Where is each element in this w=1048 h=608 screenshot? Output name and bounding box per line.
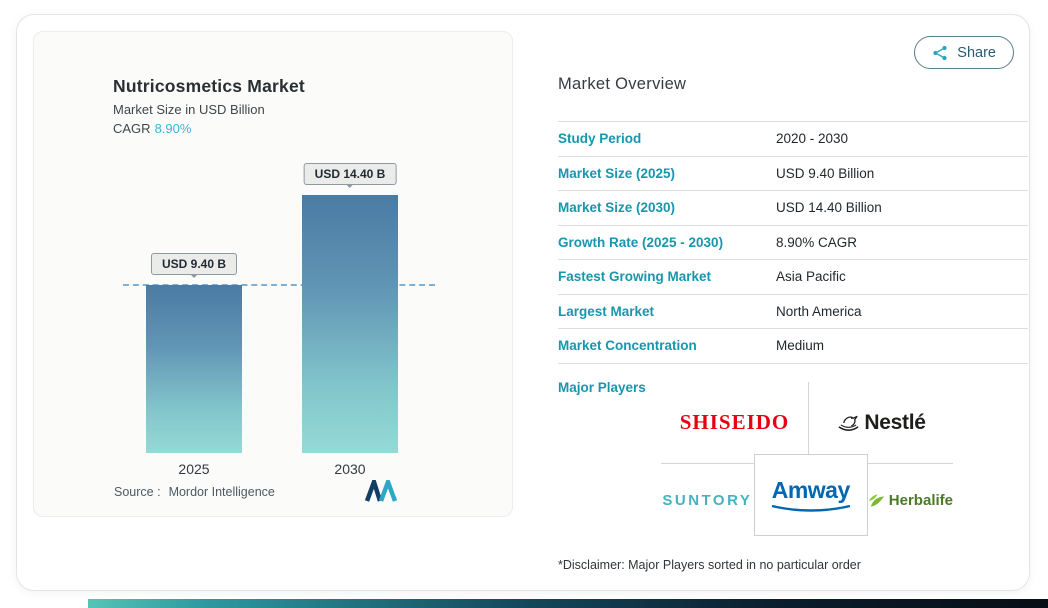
shiseido-wordmark: SHISEIDO [679, 410, 790, 434]
share-button[interactable]: Share [914, 36, 1014, 69]
disclaimer-text: *Disclaimer: Major Players sorted in no … [558, 558, 861, 572]
logo-suntory: SUNTORY [661, 464, 754, 536]
nestle-birds-icon [838, 415, 859, 431]
row-value: 8.90% CAGR [776, 234, 858, 250]
suntory-wordmark: SUNTORY [662, 491, 753, 509]
overview-table: Study Period 2020 - 2030 Market Size (20… [558, 121, 1028, 364]
source-name: Mordor Intelligence [168, 485, 275, 499]
report-card: Nutricosmetics Market Market Size in USD… [16, 14, 1030, 591]
amway-wordmark: Amway [771, 477, 851, 503]
row-value: Medium [776, 338, 825, 354]
row-label: Study Period [558, 131, 642, 147]
bar-value-label: USD 14.40 B [303, 163, 397, 188]
logo-herbalife: Herbalife [868, 464, 953, 536]
x-axis-label: 2025 [178, 461, 210, 477]
cagr-value: 8.90% [154, 121, 192, 136]
nestle-wordmark: Nestlé [864, 410, 926, 434]
logo-shiseido: SHISEIDO [661, 382, 809, 463]
chart-bar-2030: USD 14.40 B 2030 [302, 163, 398, 477]
chart-header: Nutricosmetics Market Market Size in USD… [113, 76, 305, 136]
herbalife-leaf-icon [868, 494, 884, 507]
table-row: Market Size (2025) USD 9.40 Billion [558, 157, 1028, 191]
row-value: Asia Pacific [776, 269, 846, 285]
bar-chart: USD 9.40 B 2025 USD 14.40 B 2030 [34, 162, 514, 477]
overview-heading: Market Overview [558, 75, 687, 93]
table-row: Fastest Growing Market Asia Pacific [558, 260, 1028, 295]
row-label: Fastest Growing Market [558, 269, 712, 285]
row-label: Growth Rate (2025 - 2030) [558, 234, 724, 250]
row-value: USD 9.40 Billion [776, 165, 875, 181]
row-value: North America [776, 303, 862, 319]
cagr-label: CAGR [113, 121, 151, 136]
row-label: Market Concentration [558, 338, 697, 354]
share-label: Share [957, 44, 996, 61]
row-value: USD 14.40 Billion [776, 200, 882, 216]
herbalife-wordmark: Herbalife [888, 491, 953, 509]
major-players-label: Major Players [558, 380, 646, 395]
source-line: Source : Mordor Intelligence [114, 485, 275, 499]
x-axis-label: 2030 [334, 461, 366, 477]
chart-bar-2025: USD 9.40 B 2025 [146, 253, 242, 477]
logo-nestle: Nestlé [809, 382, 953, 463]
logo-amway: Amway [753, 454, 868, 536]
bottom-gradient-strip [88, 599, 1048, 608]
table-row: Study Period 2020 - 2030 [558, 122, 1028, 157]
row-value: 2020 - 2030 [776, 131, 849, 147]
row-label: Market Size (2030) [558, 200, 676, 216]
chart-title: Nutricosmetics Market [113, 76, 305, 96]
amway-swoosh-icon [771, 504, 851, 512]
major-players-grid: SHISEIDO Nestlé SUNTORY Amway [661, 382, 953, 536]
table-row: Market Size (2030) USD 14.40 Billion [558, 191, 1028, 226]
row-label: Market Size (2025) [558, 165, 676, 181]
table-row: Market Concentration Medium [558, 329, 1028, 364]
mordor-intelligence-logo-icon [364, 480, 398, 502]
reference-dashed-line [123, 284, 435, 286]
table-row: Growth Rate (2025 - 2030) 8.90% CAGR [558, 226, 1028, 260]
chart-subtitle: Market Size in USD Billion [113, 102, 265, 117]
bar-value-label: USD 9.40 B [150, 253, 238, 278]
chart-card: Nutricosmetics Market Market Size in USD… [33, 31, 513, 517]
cagr-line: CAGR 8.90% [113, 121, 305, 136]
share-icon [933, 45, 947, 60]
row-label: Largest Market [558, 303, 655, 319]
table-row: Largest Market North America [558, 295, 1028, 329]
source-label: Source : [114, 485, 161, 499]
